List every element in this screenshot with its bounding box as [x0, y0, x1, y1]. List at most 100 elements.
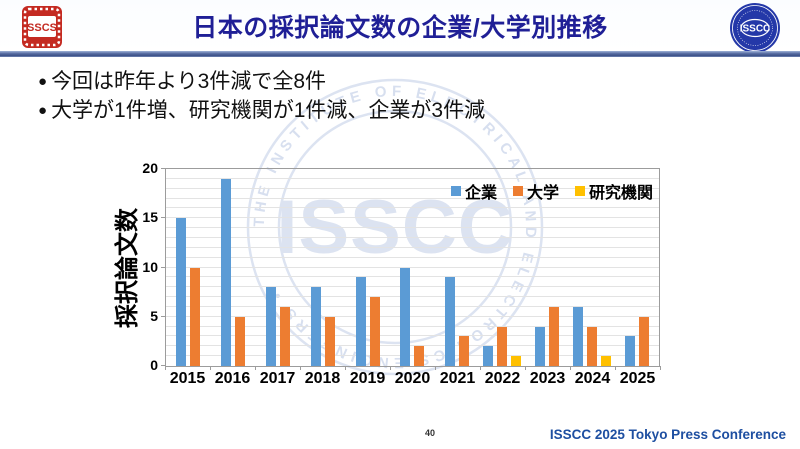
y-tick-label: 20	[142, 160, 158, 176]
y-tick-label: 10	[142, 258, 158, 275]
x-axis-labels: 2015 2016 2017 2018 2019 2020 2021 2022 2023 2024…	[165, 370, 660, 388]
bar-大学-2021	[459, 336, 470, 366]
bar-大学-2018	[324, 316, 335, 366]
bar-大学-2024	[586, 326, 597, 366]
x-tick-mark	[300, 366, 301, 370]
gridline	[166, 187, 659, 189]
bar-groups	[166, 169, 659, 366]
legend-swatch-icon	[450, 186, 461, 196]
bullet-list: 今回は昨年より3件減で全8件 大学が1件増、研究機関が1件減、企業が3件減	[38, 68, 485, 126]
gridline	[166, 296, 659, 298]
gridline	[166, 355, 659, 357]
bar-企業-2021	[445, 277, 456, 366]
bullet-item: 大学が1件増、研究機関が1件減、企業が3件減	[38, 97, 485, 126]
plot-area: 企業 大学 研究機関	[165, 168, 660, 367]
bar-group-2019	[345, 169, 390, 366]
x-tick-label: 2023	[529, 370, 566, 387]
legend-item: 研究機関	[574, 179, 653, 203]
gridline	[166, 197, 659, 199]
sscs-logo-text: SSCS	[27, 22, 57, 34]
x-tick-mark	[435, 366, 436, 370]
x-tick-mark	[390, 366, 391, 370]
y-tick-mark	[161, 315, 165, 317]
x-tick-label: 2021	[439, 370, 476, 387]
bar-group-2025	[614, 169, 659, 366]
bar-大学-2016	[235, 316, 246, 366]
gridline	[166, 345, 659, 347]
bullet-item: 今回は昨年より3件減で全8件	[38, 68, 485, 97]
bar-大学-2017	[280, 306, 291, 366]
x-tick-label: 2020	[394, 370, 431, 387]
x-tick-mark	[525, 366, 526, 370]
x-tick-label: 2022	[484, 370, 521, 387]
chart-legend: 企業 大学 研究機関	[450, 179, 653, 203]
slide-header: SSCS 日本の採択論文数の企業/大学別推移 ISSCC	[0, 0, 800, 53]
x-tick-mark	[345, 366, 346, 370]
y-tick-mark	[161, 266, 165, 268]
gridline	[166, 305, 659, 307]
gridline	[166, 246, 659, 248]
isscc-logo-icon: ISSCC	[730, 3, 780, 53]
gridline	[166, 256, 659, 258]
bar-group-2024	[569, 169, 614, 366]
bar-研究機関-2022	[511, 356, 522, 366]
bar-group-2016	[211, 169, 256, 366]
isscc-logo-text: ISSCC	[740, 24, 771, 35]
x-tick-mark	[255, 366, 256, 370]
bar-研究機関-2024	[600, 356, 611, 366]
gridline	[166, 335, 659, 337]
footer-conference: ISSCC 2025 Tokyo Press Conference	[549, 427, 786, 442]
x-tick-mark	[210, 366, 211, 370]
bar-group-2022	[480, 169, 525, 366]
x-tick-mark	[480, 366, 481, 370]
legend-label: 大学	[526, 185, 559, 202]
bar-大学-2023	[548, 306, 559, 366]
bar-企業-2020	[400, 267, 411, 366]
x-tick-mark	[570, 366, 571, 370]
legend-label: 研究機関	[588, 185, 653, 202]
bar-group-2021	[435, 169, 480, 366]
y-axis-labels: 0 5 10 15 20	[128, 160, 158, 373]
bar-group-2023	[525, 169, 570, 366]
legend-label: 企業	[464, 185, 497, 202]
y-tick-mark	[161, 365, 165, 366]
legend-swatch-icon	[512, 186, 523, 196]
x-tick-label: 2018	[304, 370, 341, 387]
y-tick-label: 5	[150, 307, 158, 324]
gridline	[166, 286, 659, 288]
legend-item: 大学	[512, 179, 559, 203]
y-tick-mark	[161, 217, 165, 219]
bar-企業-2023	[534, 326, 545, 366]
x-tick-label: 2025	[619, 370, 656, 387]
gridline	[166, 276, 659, 278]
bar-企業-2016	[221, 178, 232, 366]
x-tick-label: 2019	[349, 370, 386, 387]
bar-大学-2025	[638, 316, 649, 366]
bar-企業-2024	[572, 306, 583, 366]
gridline	[166, 207, 659, 209]
bar-大学-2015	[190, 267, 201, 366]
y-tick-label: 0	[150, 357, 158, 373]
legend-swatch-icon	[574, 186, 585, 196]
bar-group-2017	[256, 169, 301, 366]
x-tick-label: 2017	[259, 370, 296, 387]
x-tick-mark	[660, 366, 661, 370]
gridline	[166, 177, 659, 179]
bar-group-2015	[166, 169, 211, 366]
x-tick-mark	[165, 366, 166, 370]
gridline	[166, 325, 659, 327]
legend-item: 企業	[450, 179, 497, 203]
bar-大学-2019	[369, 297, 380, 366]
bar-企業-2019	[355, 277, 366, 366]
x-axis-ticks	[165, 366, 661, 370]
bar-企業-2018	[310, 287, 321, 366]
x-tick-mark	[615, 366, 616, 370]
bar-group-2018	[300, 169, 345, 366]
bar-企業-2022	[483, 346, 494, 366]
bar-企業-2015	[176, 218, 187, 366]
sscs-logo-icon: SSCS	[22, 6, 62, 48]
x-tick-label: 2024	[574, 370, 611, 387]
bar-企業-2025	[624, 336, 635, 366]
